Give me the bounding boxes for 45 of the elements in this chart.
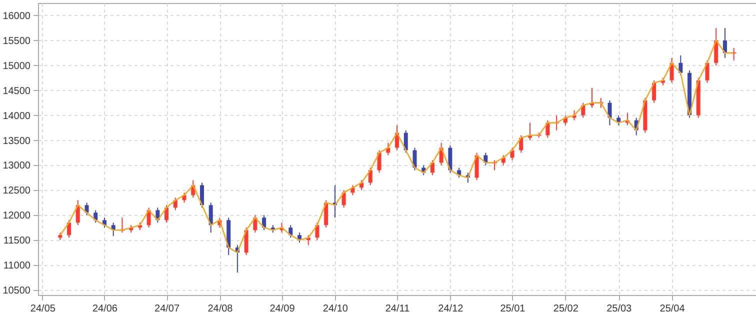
- candlestick: [652, 80, 656, 104]
- y-tick-label: 15000: [2, 60, 31, 72]
- x-tick-label: 25/04: [660, 304, 686, 314]
- candlestick: [262, 214, 266, 231]
- x-tick-label: 25/03: [606, 304, 632, 314]
- x-tick-label: 25/01: [500, 304, 526, 314]
- candlestick: [208, 202, 213, 234]
- candlestick: [377, 150, 382, 174]
- y-tick-label: 11000: [3, 260, 31, 272]
- candlestick: [546, 120, 550, 138]
- y-tick-label: 13000: [2, 160, 31, 172]
- candlestick: [404, 130, 408, 154]
- y-tick-label: 10500: [2, 286, 31, 297]
- x-tick-label: 25/02: [553, 304, 579, 314]
- x-tick-label: 24/05: [30, 304, 56, 314]
- candlestick: [608, 100, 612, 126]
- candlestick: [244, 227, 248, 256]
- candlestick: [448, 144, 452, 174]
- x-tick-label: 24/09: [270, 304, 296, 314]
- candlestick: [412, 147, 417, 171]
- y-tick-label: 11500: [3, 236, 31, 247]
- candlestick: [722, 27, 727, 58]
- x-tick-label: 24/11: [385, 304, 410, 314]
- candlestick: [324, 200, 328, 228]
- y-tick-label: 15500: [2, 36, 31, 47]
- y-tick-label: 12000: [2, 210, 31, 222]
- y-tick-label: 16000: [2, 10, 31, 22]
- candlestick: [342, 190, 346, 208]
- candlestick: [164, 204, 169, 224]
- y-tick-label: 12500: [2, 186, 31, 197]
- candlestick: [84, 202, 89, 216]
- candlestick: [200, 182, 204, 208]
- x-tick-label: 24/07: [154, 304, 180, 314]
- x-tick-label: 24/08: [208, 304, 234, 314]
- candlestick: [67, 220, 72, 238]
- x-tick-label: 24/12: [438, 304, 464, 314]
- y-tick-label: 14000: [2, 110, 31, 122]
- candlestick: [705, 60, 710, 84]
- y-tick-label: 14500: [2, 86, 31, 97]
- candlestick: [315, 222, 320, 241]
- x-tick-label: 24/06: [92, 304, 118, 314]
- x-tick-label: 24/10: [322, 304, 348, 314]
- y-tick-label: 13500: [2, 136, 31, 147]
- candlestick: [368, 167, 372, 186]
- candlestick: [581, 102, 586, 118]
